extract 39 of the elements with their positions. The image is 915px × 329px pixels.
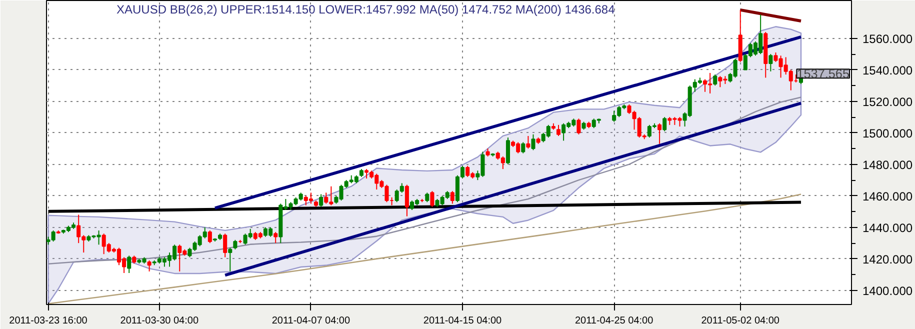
y-tick-label: 1520.000 bbox=[862, 94, 913, 109]
candlestick bbox=[521, 142, 526, 154]
candlestick bbox=[768, 54, 773, 72]
x-tick-label: 2011-03-30 04:00 bbox=[120, 316, 199, 326]
candlestick bbox=[147, 260, 152, 272]
candlestick bbox=[223, 233, 228, 258]
candlestick bbox=[713, 74, 718, 86]
candlestick bbox=[662, 116, 667, 132]
candlestick bbox=[319, 194, 324, 208]
candlestick bbox=[658, 122, 662, 144]
y-tick-label: 1480.000 bbox=[862, 158, 913, 172]
y-tick-label: 1440.000 bbox=[862, 220, 913, 235]
x-tick-label: 2011-04-25 04:00 bbox=[574, 316, 654, 326]
candlestick bbox=[228, 247, 232, 272]
chart-title: XAUUSD BB(26,2) UPPER:1514.150 LOWER:1457.992 MA(50) 1474.752 MA(200) 1436.684 bbox=[116, 2, 616, 16]
y-tick-label: 1540.000 bbox=[862, 63, 913, 78]
line-series bbox=[48, 194, 802, 304]
candlestick bbox=[556, 124, 561, 136]
x-tick-label: 2011-05-02 04:00 bbox=[701, 316, 780, 326]
y-tick-label: 1460.000 bbox=[862, 189, 913, 204]
candlestick bbox=[506, 137, 510, 165]
candlestick bbox=[430, 190, 434, 208]
candlestick bbox=[274, 232, 278, 244]
y-tick-label: 1400.000 bbox=[862, 284, 913, 298]
x-tick-label: 2011-04-07 04:00 bbox=[272, 316, 351, 326]
candlestick bbox=[526, 135, 530, 150]
candlestick bbox=[233, 239, 238, 250]
candlestick bbox=[425, 192, 430, 203]
x-tick-label: 2011-03-23 16:00 bbox=[9, 316, 88, 326]
x-tick-label: 2011-04-15 04:00 bbox=[423, 316, 502, 326]
candlestick bbox=[127, 255, 132, 274]
candlestick bbox=[531, 134, 536, 151]
y-tick-label: 1560.000 bbox=[862, 32, 913, 46]
candlestick bbox=[404, 184, 409, 217]
y-tick-label: 1420.000 bbox=[862, 252, 913, 266]
candlestick bbox=[576, 118, 581, 135]
y-tick-label: 1500.000 bbox=[862, 126, 913, 140]
candlestick bbox=[208, 230, 212, 244]
candlestick bbox=[450, 190, 454, 204]
